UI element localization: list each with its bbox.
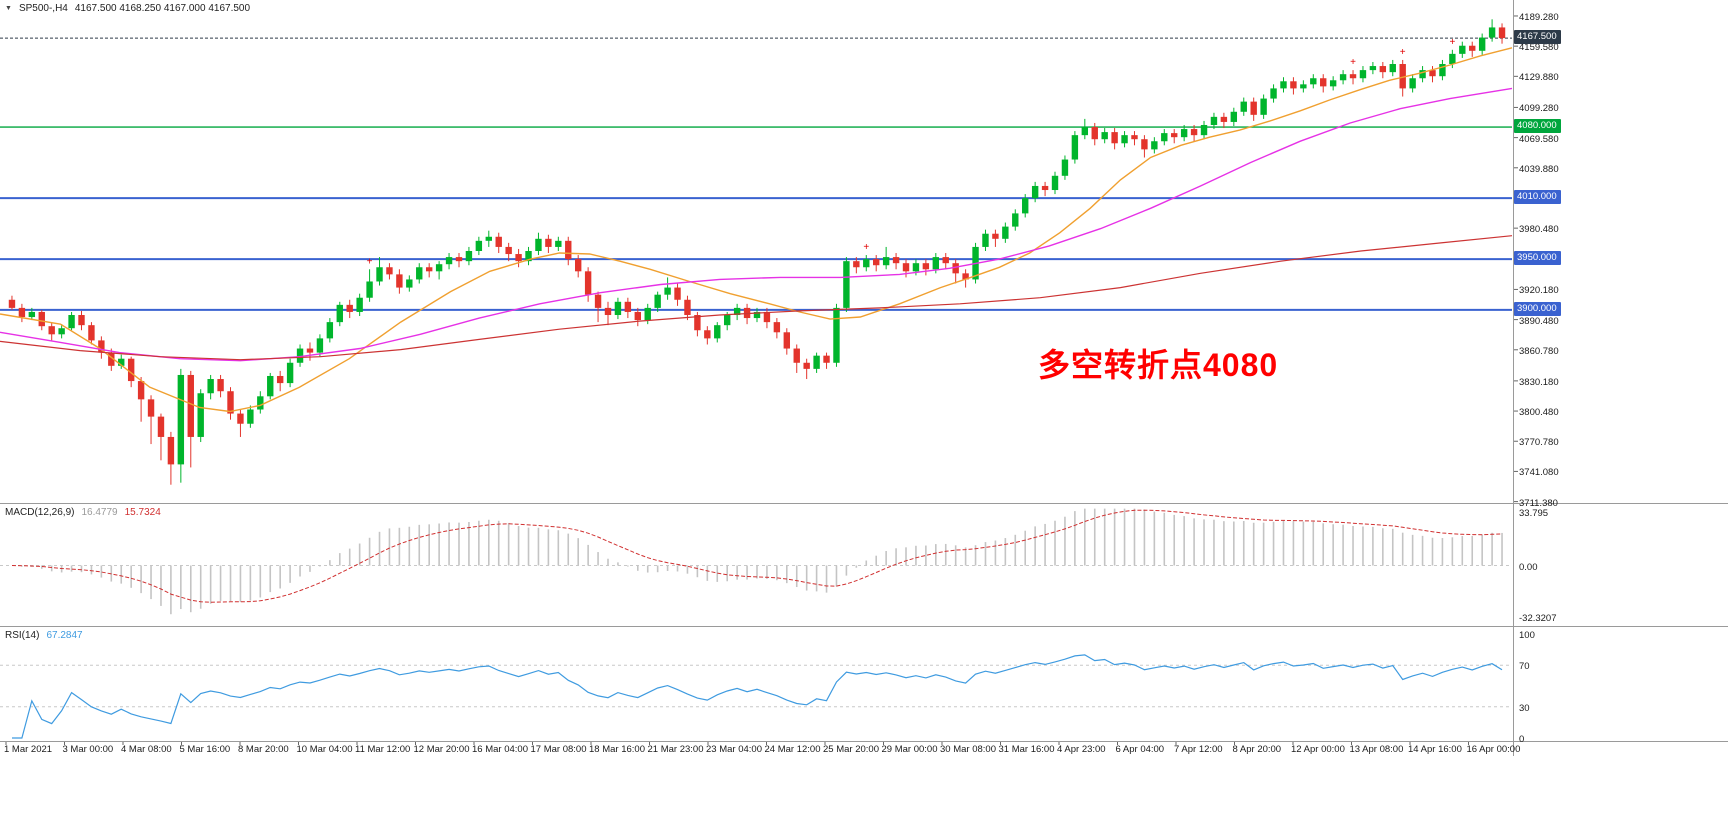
rsi-scale-label: 100 xyxy=(1519,630,1535,641)
rsi-scale-label: 0 xyxy=(1519,734,1525,745)
macd-scale-label: 0.00 xyxy=(1519,561,1538,573)
svg-text:+: + xyxy=(1449,37,1455,48)
macd-pane-label: MACD(12,26,9) 16.4779 15.7324 xyxy=(5,507,161,518)
time-axis-label: 5 Mar 16:00 xyxy=(179,744,231,755)
time-axis-label: 12 Apr 00:00 xyxy=(1291,744,1345,755)
price-axis-label: 4159.580 xyxy=(1519,42,1559,54)
price-axis-label: 4189.280 xyxy=(1519,11,1559,23)
rsi-scale-label: 70 xyxy=(1519,661,1530,673)
price-tag: 3900.000 xyxy=(1514,301,1561,316)
price-axis-label: 3890.480 xyxy=(1519,315,1559,327)
price-level-lines xyxy=(0,126,1512,311)
price-tag: 4010.000 xyxy=(1514,190,1561,205)
time-axis-label: 10 Mar 04:00 xyxy=(296,744,353,755)
time-axis-label: 8 Apr 20:00 xyxy=(1232,744,1282,755)
annotation-text: 多空转折点4080 xyxy=(1038,347,1279,383)
rsi-level-lines xyxy=(0,664,1512,708)
time-axis-label: 18 Mar 16:00 xyxy=(589,744,645,755)
price-axis-label: 4039.880 xyxy=(1519,163,1559,175)
time-axis-label: 17 Mar 08:00 xyxy=(530,744,587,755)
price-axis-label: 3920.180 xyxy=(1519,285,1559,297)
time-axis-label: 25 Mar 20:00 xyxy=(823,744,879,755)
price-tag: 4167.500 xyxy=(1514,30,1561,45)
time-axis-label: 11 Mar 12:00 xyxy=(355,744,411,755)
pane-frame xyxy=(0,0,1728,756)
price-axis-label: 3860.780 xyxy=(1519,345,1559,357)
time-axis-label: 12 Mar 20:00 xyxy=(413,744,470,755)
time-axis-label: 4 Apr 23:00 xyxy=(1057,744,1106,755)
rsi-pane-label: RSI(14) 67.2847 xyxy=(5,630,83,641)
time-axis-label: 4 Mar 08:00 xyxy=(121,744,172,755)
svg-text:+: + xyxy=(863,242,869,253)
time-axis-label: 21 Mar 23:00 xyxy=(647,744,704,755)
price-axis-label: 4069.580 xyxy=(1519,133,1559,145)
time-axis-label: 1 Mar 2021 xyxy=(4,744,53,755)
svg-text:+: + xyxy=(367,256,373,267)
time-axis-label: 24 Mar 12:00 xyxy=(764,744,821,755)
time-axis-label: 30 Mar 08:00 xyxy=(940,744,996,755)
moving-averages xyxy=(0,47,1513,413)
svg-text:+: + xyxy=(1350,57,1356,68)
price-axis-label: 4099.280 xyxy=(1519,103,1559,115)
time-axis-label: 6 Apr 04:00 xyxy=(1115,744,1165,755)
time-axis-label: 3 Mar 00:00 xyxy=(62,744,114,755)
price-axis-label: 3980.480 xyxy=(1519,224,1559,236)
macd-main-value: 16.4779 xyxy=(81,507,118,518)
symbol-header: ▼ SP500-,H4 4167.500 4168.250 4167.000 4… xyxy=(5,3,250,14)
macd-signal-value: 15.7324 xyxy=(124,507,161,518)
price-axis-label: 3770.780 xyxy=(1519,437,1559,449)
time-axis-label: 31 Mar 16:00 xyxy=(998,744,1055,755)
macd-scale-label: 33.795 xyxy=(1519,507,1549,519)
rsi-scale-label: 30 xyxy=(1519,702,1530,714)
price-axis-label: 3830.180 xyxy=(1519,376,1559,388)
price-axis-label: 3741.080 xyxy=(1519,467,1559,479)
price-tag: 4080.000 xyxy=(1514,119,1561,134)
price-axis-label: 3800.480 xyxy=(1519,407,1559,419)
time-axis-label: 7 Apr 12:00 xyxy=(1174,744,1223,755)
rsi-line xyxy=(12,654,1503,739)
candles xyxy=(8,19,1506,485)
svg-text:+: + xyxy=(1400,47,1406,58)
time-axis-label: 13 Apr 08:00 xyxy=(1349,744,1404,755)
rsi-value: 67.2847 xyxy=(46,630,83,641)
macd-histogram xyxy=(21,508,1503,615)
collapse-arrow-icon[interactable]: ▼ xyxy=(5,5,12,12)
time-axis-label: 14 Apr 16:00 xyxy=(1408,744,1462,755)
macd-scale-label: -32.3207 xyxy=(1519,612,1557,624)
price-axis-label: 4129.880 xyxy=(1519,72,1559,84)
macd-signal-line xyxy=(11,509,1503,603)
trade-markers: + + + + + xyxy=(367,37,1456,267)
time-axis-label: 16 Apr 00:00 xyxy=(1466,744,1521,755)
time-axis-label: 23 Mar 04:00 xyxy=(706,744,762,755)
time-axis-label: 29 Mar 00:00 xyxy=(881,744,938,755)
macd-title: MACD(12,26,9) xyxy=(5,507,75,518)
price-axis-label: 3711.380 xyxy=(1519,497,1558,509)
time-axis-label: 8 Mar 20:00 xyxy=(238,744,289,755)
symbol-ohlc: 4167.500 4168.250 4167.000 4167.500 xyxy=(74,3,251,14)
rsi-title: RSI(14) xyxy=(5,630,40,641)
time-axis-label: 16 Mar 04:00 xyxy=(472,744,528,755)
price-tag: 3950.000 xyxy=(1514,251,1561,266)
symbol-title: SP500-,H4 xyxy=(18,3,68,14)
